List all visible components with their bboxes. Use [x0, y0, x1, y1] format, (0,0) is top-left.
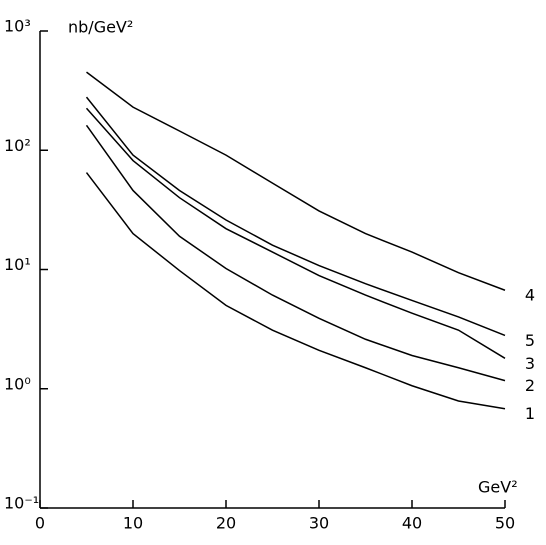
x-tick-label: 50 [495, 514, 515, 533]
y-tick-label: 10⁻¹ [4, 494, 39, 513]
y-tick-label: 10⁰ [4, 374, 31, 393]
x-tick-label: 0 [35, 514, 45, 533]
series-label: 5 [525, 331, 535, 350]
y-axis-label: nb/GeV² [68, 18, 133, 37]
series-line [85, 172, 506, 410]
series-label: 2 [525, 376, 535, 395]
series-label: 1 [525, 404, 535, 423]
x-tick-label: 20 [216, 514, 236, 533]
x-tick-label: 10 [123, 514, 143, 533]
series-line [85, 96, 506, 337]
series-line [85, 124, 506, 382]
series-line [85, 107, 506, 359]
x-tick-label: 30 [309, 514, 329, 533]
y-tick-label: 10¹ [4, 255, 31, 274]
series-label: 3 [525, 354, 535, 373]
y-tick-label: 10³ [4, 17, 31, 36]
x-tick-label: 40 [402, 514, 422, 533]
x-axis-label: GeV² [478, 478, 518, 497]
y-tick-label: 10² [4, 136, 31, 155]
series-label: 4 [525, 286, 535, 305]
series-line [86, 71, 506, 291]
